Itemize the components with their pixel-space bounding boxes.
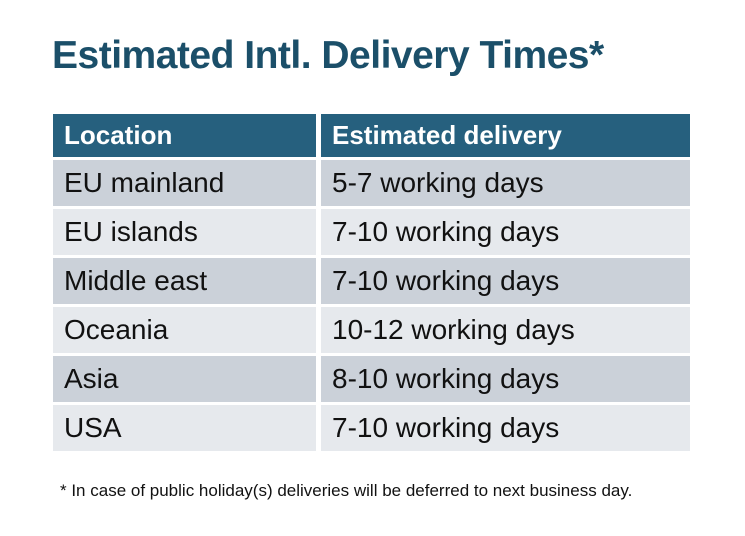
location-cell: USA bbox=[53, 405, 316, 451]
column-header-estimated-delivery: Estimated delivery bbox=[321, 114, 690, 157]
column-header-location: Location bbox=[53, 114, 316, 157]
delivery-cell: 10-12 working days bbox=[321, 307, 690, 353]
footnote: * In case of public holiday(s) deliverie… bbox=[60, 481, 633, 500]
delivery-cell: 7-10 working days bbox=[321, 258, 690, 304]
page-title: Estimated Intl. Delivery Times* bbox=[52, 34, 604, 77]
location-cell: EU mainland bbox=[53, 160, 316, 206]
delivery-cell: 5-7 working days bbox=[321, 160, 690, 206]
delivery-cell: 8-10 working days bbox=[321, 356, 690, 402]
delivery-times-table: Location Estimated delivery EU mainland … bbox=[53, 114, 690, 451]
location-cell: Oceania bbox=[53, 307, 316, 353]
location-cell: Asia bbox=[53, 356, 316, 402]
location-cell: Middle east bbox=[53, 258, 316, 304]
location-cell: EU islands bbox=[53, 209, 316, 255]
delivery-cell: 7-10 working days bbox=[321, 209, 690, 255]
delivery-cell: 7-10 working days bbox=[321, 405, 690, 451]
